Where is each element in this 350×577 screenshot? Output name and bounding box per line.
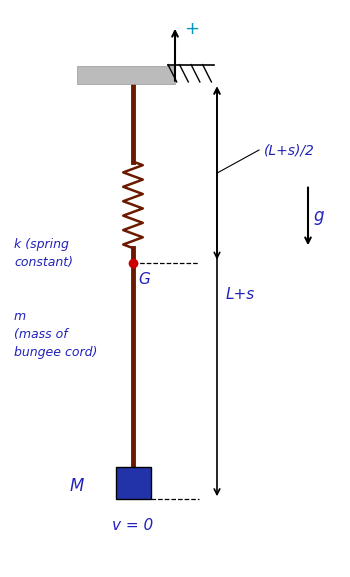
Text: v = 0: v = 0: [112, 518, 154, 533]
Text: k (spring
constant): k (spring constant): [14, 238, 73, 269]
Text: G: G: [138, 272, 150, 287]
Text: g: g: [313, 207, 324, 226]
Text: +: +: [184, 20, 199, 38]
Bar: [77, 66, 175, 84]
Text: M: M: [70, 477, 84, 495]
Text: L+s: L+s: [226, 287, 255, 302]
Bar: [116, 467, 150, 499]
Text: (L+s)/2: (L+s)/2: [264, 143, 315, 157]
Text: m
(mass of
bungee cord): m (mass of bungee cord): [14, 310, 97, 359]
